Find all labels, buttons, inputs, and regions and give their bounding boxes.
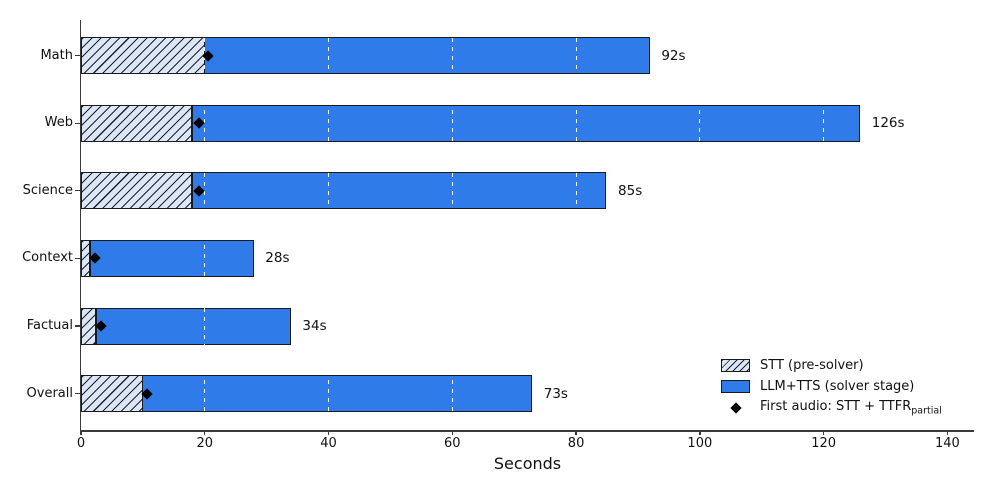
bar-llm-tts-segment [89,239,254,277]
stt-hatched-swatch-icon [721,359,750,372]
legend-label-first-audio-main: First audio: STT + TTFR [760,398,912,414]
first-audio-diamond-icon [721,401,750,414]
x-tick-mark [699,430,701,435]
bar-llm-tts-segment [204,37,650,74]
x-tick-label: 60 [444,436,461,451]
legend-item-llm-tts: LLM+TTS (solver stage) [721,376,942,397]
legend-label-llm-tts: LLM+TTS (solver stage) [760,379,915,394]
bar-llm-tts-segment [95,307,291,345]
x-tick-mark [80,430,82,435]
gridline-overlay [823,20,825,430]
x-tick-label: 20 [196,436,214,451]
x-axis-label: Seconds [493,454,562,473]
bar-value-label: 73s [543,385,568,402]
bar-llm-tts-segment [191,172,607,210]
x-tick-label: 100 [687,436,713,451]
gridline-overlay [451,20,453,430]
x-tick-mark [451,430,453,435]
bar-stt-segment [81,307,97,345]
y-tick-label: Web [44,115,73,131]
bar-stt-segment [81,172,193,210]
y-tick-mark [74,122,80,124]
y-axis-spine [79,20,81,432]
legend: STT (pre-solver) LLM+TTS (solver stage) … [721,355,942,418]
bar-value-label: 34s [302,318,327,335]
bar-value-label: 126s [871,115,905,132]
gridline-overlay [575,20,577,430]
legend-item-first-audio: First audio: STT + TTFRpartial [721,397,942,418]
bar-llm-tts-segment [191,104,861,142]
bar-stt-segment [81,37,205,74]
y-tick-mark [74,393,80,395]
bar-stt-segment [81,104,193,142]
legend-item-stt: STT (pre-solver) [721,355,942,376]
y-tick-label: Factual [26,318,73,334]
x-tick-mark [327,430,330,435]
bar-llm-tts-segment [142,375,533,413]
y-tick-mark [74,190,80,192]
x-tick-label: 140 [934,436,960,451]
bar-value-label: 28s [265,250,290,267]
x-tick-label: 80 [567,436,585,451]
gridline-overlay [699,20,701,430]
gridline-overlay [946,20,948,430]
bar-stt-segment [81,375,143,413]
y-tick-label: Overall [26,385,73,401]
x-tick-mark [575,430,577,435]
legend-label-first-audio: First audio: STT + TTFRpartial [760,399,942,417]
diamond-glyph [729,401,742,414]
bar-value-label: 92s [661,47,686,64]
y-tick-mark [74,257,80,260]
x-tick-label: 0 [76,436,86,451]
y-tick-mark [74,325,80,327]
x-tick-label: 120 [811,436,837,451]
y-tick-label: Math [40,47,73,63]
gridline-overlay [204,20,206,430]
x-tick-mark [823,430,825,435]
x-tick-mark [946,430,949,435]
y-tick-label: Science [22,182,73,198]
legend-label-stt: STT (pre-solver) [760,358,864,373]
y-tick-label: Context [22,250,73,266]
x-tick-label: 40 [320,436,337,451]
x-axis-spine [79,430,974,432]
bar-value-label: 85s [618,182,643,199]
llm-tts-blue-swatch-icon [721,380,750,393]
gridline-overlay [328,20,330,430]
x-tick-mark [204,430,206,435]
y-tick-mark [74,54,80,57]
legend-label-first-audio-subscript: partial [911,405,942,417]
